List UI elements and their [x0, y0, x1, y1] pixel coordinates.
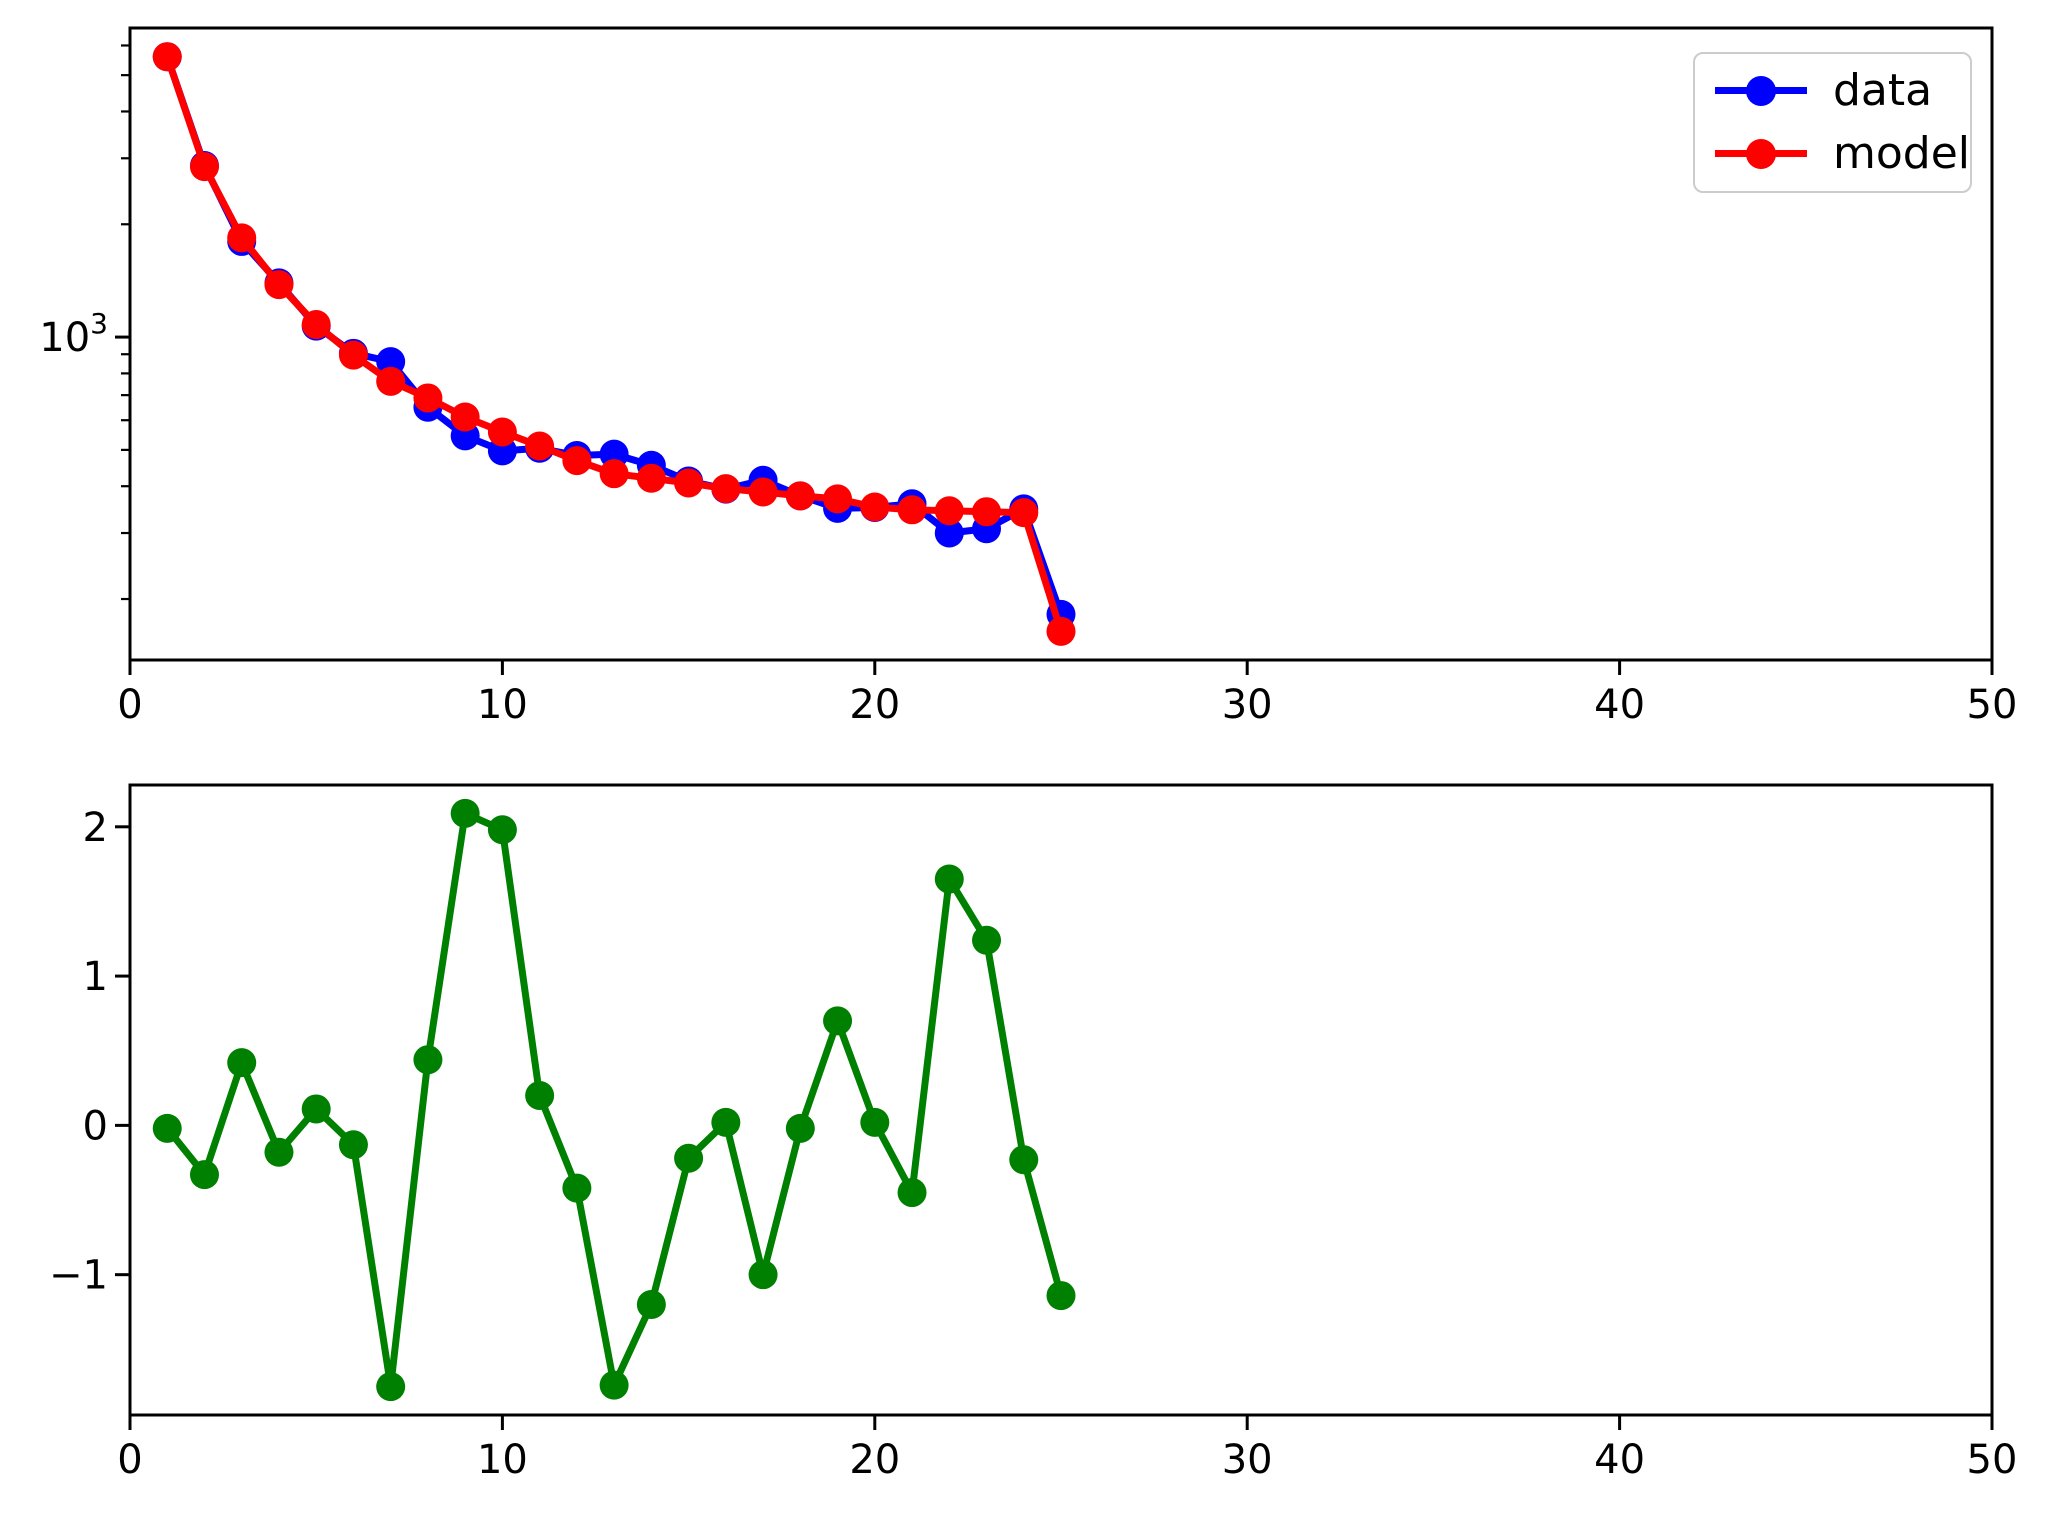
residuals-point-marker	[1009, 1145, 1039, 1175]
legend-label-model: model	[1833, 127, 1971, 179]
model-point-marker	[860, 492, 890, 522]
residuals-point-marker	[1046, 1281, 1076, 1311]
y-tick-label: 2	[83, 805, 108, 851]
model-point-marker	[823, 484, 853, 514]
x-tick-label: 10	[477, 682, 528, 728]
legend-label-data: data	[1833, 64, 1933, 116]
residuals-point-marker	[450, 798, 480, 828]
x-tick-label: 40	[1594, 1437, 1645, 1483]
y-tick-label: 103	[39, 307, 108, 361]
x-tick-label: 30	[1222, 1437, 1273, 1483]
model-point-marker	[413, 383, 443, 413]
model-point-marker	[636, 463, 666, 493]
legend-marker-swatch	[1746, 75, 1776, 106]
residuals-point-marker	[301, 1094, 331, 1124]
residuals-point-marker	[599, 1370, 629, 1400]
model-point-marker	[525, 431, 555, 461]
residuals-point-marker	[972, 925, 1002, 955]
residuals-line	[163, 809, 1065, 1391]
legend-line-marker-sample-data	[1715, 75, 1807, 107]
axes-spines	[128, 26, 1994, 662]
x-tick-label: 10	[477, 1437, 528, 1483]
residuals-point-marker	[227, 1048, 257, 1078]
model-point-marker	[376, 366, 406, 396]
model-point-marker	[785, 481, 815, 511]
x-tick-label: 50	[1967, 682, 2018, 728]
legend: data model	[1693, 52, 1972, 193]
model-point-marker	[227, 223, 257, 253]
residuals-point-marker	[934, 864, 964, 894]
model-point-marker	[264, 270, 294, 300]
model-point-marker	[1046, 616, 1076, 646]
residuals-point-marker	[674, 1143, 704, 1173]
model-point-marker	[301, 310, 331, 340]
model-line	[163, 53, 1065, 635]
legend-line-marker-sample-model	[1715, 138, 1807, 170]
model-point-marker	[711, 474, 741, 504]
residuals-point-marker	[636, 1290, 666, 1320]
model-point-marker	[748, 477, 778, 507]
residuals-point-marker	[711, 1107, 741, 1137]
y-tick-label: −1	[49, 1253, 108, 1299]
model-point-marker	[152, 42, 182, 72]
residuals-point-marker	[189, 1160, 219, 1190]
x-tick-label: 0	[117, 1437, 142, 1483]
model-point-marker	[450, 402, 480, 432]
residuals-point-marker	[748, 1260, 778, 1290]
y-tick-label: 1	[83, 954, 108, 1000]
model-point-marker	[599, 459, 629, 489]
model-point-marker	[674, 468, 704, 498]
bottom-plot: 0 10 20 30 40 50 −1 0 1 2	[49, 783, 2018, 1483]
model-point-marker	[189, 152, 219, 182]
model-point-marker	[562, 446, 592, 476]
data-point-marker	[934, 518, 964, 548]
residuals-point-marker	[413, 1045, 443, 1075]
model-point-marker	[934, 496, 964, 526]
residuals-point-marker	[823, 1006, 853, 1036]
residuals-point-marker	[376, 1372, 406, 1402]
residuals-point-marker	[487, 815, 517, 845]
legend-item-data: data	[1695, 59, 1970, 122]
residuals-point-marker	[338, 1130, 368, 1160]
x-tick-label: 50	[1967, 1437, 2018, 1483]
model-point-marker	[897, 495, 927, 525]
model-point-marker	[487, 417, 517, 447]
y-tick-label: 0	[83, 1103, 108, 1149]
model-point-marker	[1009, 498, 1039, 528]
residuals-point-marker	[264, 1137, 294, 1167]
x-tick-label: 0	[117, 682, 142, 728]
x-tick-label: 20	[849, 682, 900, 728]
residuals-point-marker	[562, 1173, 592, 1203]
top-plot: 0 10 20 30 40 50 103	[39, 26, 2018, 728]
legend-marker-swatch	[1746, 138, 1776, 169]
residuals-point-marker	[152, 1113, 182, 1143]
x-tick-label: 20	[849, 1437, 900, 1483]
residuals-point-marker	[860, 1107, 890, 1137]
model-point-marker	[972, 497, 1002, 527]
x-tick-label: 30	[1222, 682, 1273, 728]
model-point-marker	[338, 340, 368, 370]
legend-item-model: model	[1695, 122, 1970, 185]
data-line	[163, 53, 1065, 618]
residuals-point-marker	[897, 1178, 927, 1208]
residuals-point-marker	[525, 1081, 555, 1111]
axes-spines	[128, 783, 1994, 1417]
residuals-point-marker	[785, 1113, 815, 1143]
x-tick-label: 40	[1594, 682, 1645, 728]
